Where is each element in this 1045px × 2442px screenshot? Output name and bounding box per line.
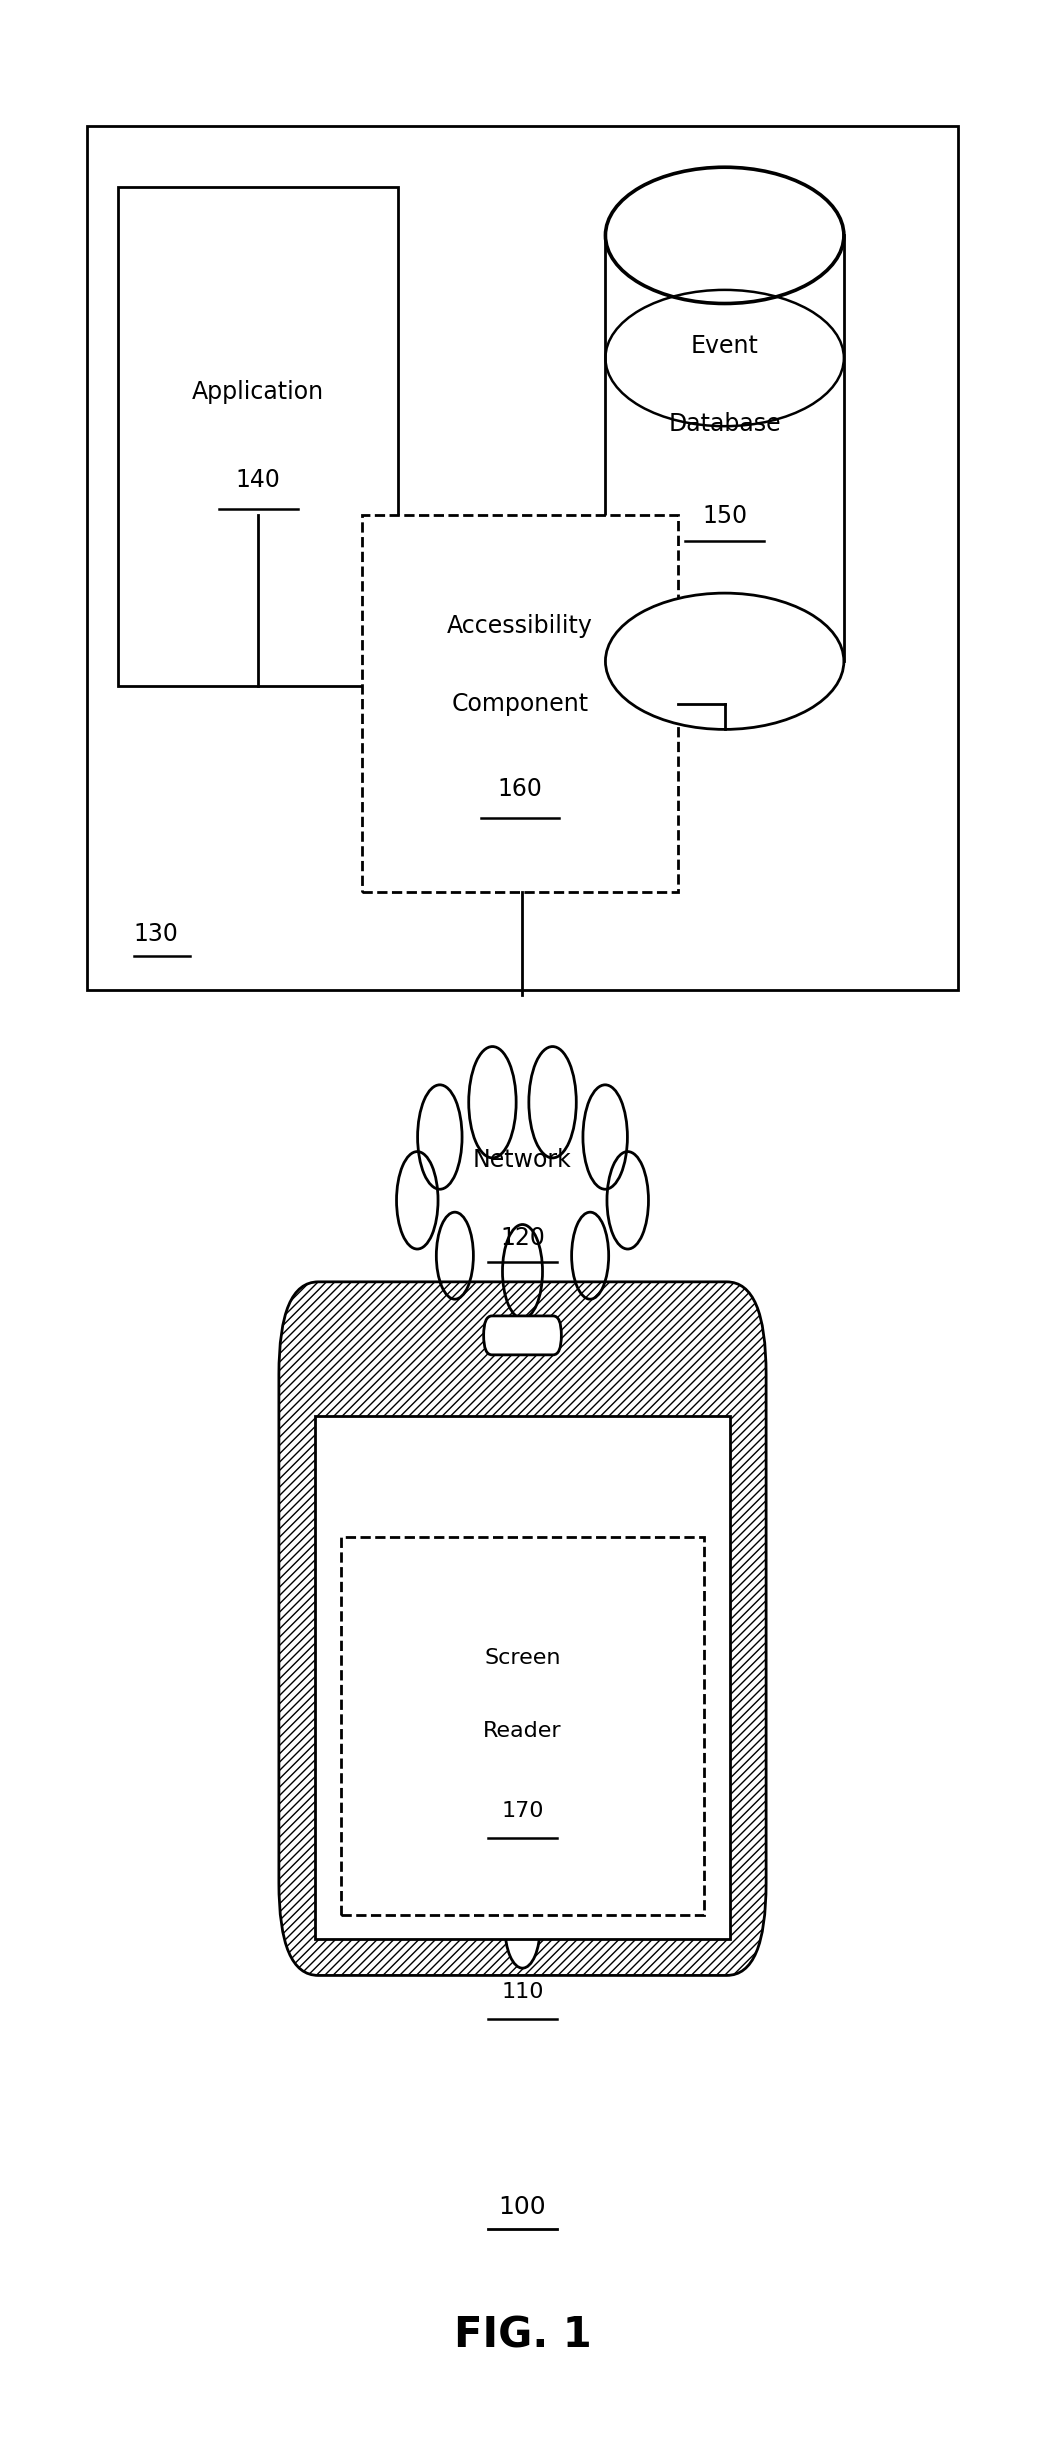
Text: Database: Database	[669, 413, 781, 437]
Text: Accessibility: Accessibility	[447, 613, 593, 637]
Bar	[87, 127, 958, 989]
FancyBboxPatch shape	[484, 1316, 561, 1355]
Circle shape	[607, 1153, 649, 1248]
Text: 140: 140	[236, 469, 281, 491]
Text: Event: Event	[691, 335, 759, 359]
Bar	[605, 234, 844, 662]
Bar	[118, 186, 398, 686]
Text: FIG. 1: FIG. 1	[454, 2315, 591, 2357]
Circle shape	[418, 1084, 462, 1189]
Ellipse shape	[605, 593, 844, 730]
Text: 150: 150	[702, 505, 747, 527]
Circle shape	[396, 1153, 438, 1248]
Circle shape	[583, 1084, 627, 1189]
Text: 110: 110	[502, 1983, 543, 2002]
Bar	[341, 1538, 704, 1915]
Text: 100: 100	[498, 2195, 547, 2220]
Text: 160: 160	[497, 777, 542, 801]
Circle shape	[469, 1048, 516, 1158]
FancyBboxPatch shape	[279, 1282, 766, 1976]
Circle shape	[572, 1211, 608, 1299]
Text: Component: Component	[451, 691, 588, 716]
Text: 120: 120	[501, 1226, 544, 1250]
Circle shape	[503, 1223, 542, 1319]
Text: 170: 170	[502, 1802, 543, 1822]
Ellipse shape	[605, 166, 844, 303]
Text: Screen: Screen	[484, 1648, 561, 1668]
Text: Network: Network	[473, 1148, 572, 1172]
Circle shape	[505, 1885, 540, 1968]
Circle shape	[437, 1211, 473, 1299]
Circle shape	[529, 1048, 576, 1158]
Text: 130: 130	[134, 923, 179, 945]
Bar	[362, 515, 678, 891]
Ellipse shape	[417, 1089, 628, 1280]
Text: Reader: Reader	[483, 1722, 562, 1741]
Bar	[316, 1416, 729, 1939]
Text: Application: Application	[192, 381, 324, 405]
